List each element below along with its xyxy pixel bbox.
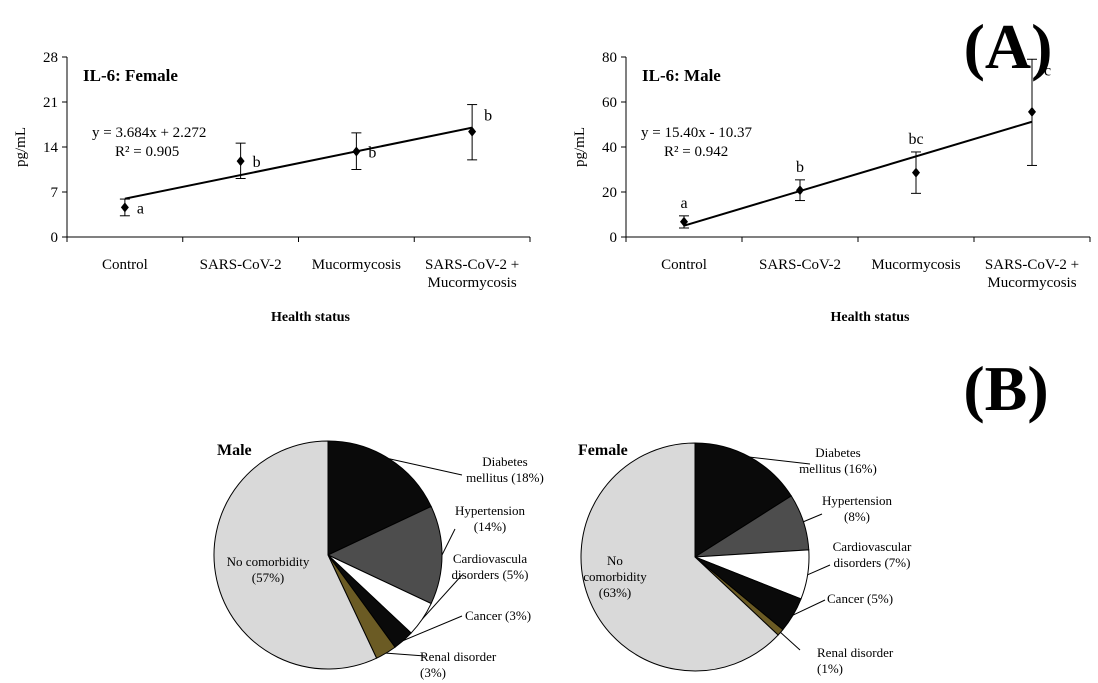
pie-label: No comorbidity (63%) (583, 553, 647, 600)
chart-title: IL-6: Male (642, 66, 721, 85)
y-tick-label: 7 (51, 185, 59, 201)
trendline-equation: y = 15.40x - 10.37 (641, 125, 752, 141)
pie-label: Diabetes mellitus (16%) (799, 445, 877, 476)
panel-label-a: (A) (964, 11, 1053, 82)
x-tick-label: SARS-CoV-2 (759, 257, 841, 273)
y-tick-label: 0 (51, 230, 59, 246)
chart-il6-female: 0 7 14 21 28 Control SARS-CoV-2 Mucormycosis SAR… (13, 50, 531, 325)
x-tick-label: SARS-CoV-2 (200, 257, 282, 273)
x-tick-label: Mucormycosis (312, 257, 401, 273)
leader-line (388, 458, 463, 476)
significance-letter: b (484, 108, 492, 125)
pie-title: Male (217, 442, 252, 459)
y-tick-label: 20 (602, 185, 617, 201)
x-tick-label: Control (661, 257, 707, 273)
pie-slice (326, 505, 443, 605)
pie-label: No comorbidity (57%) (227, 554, 310, 585)
trendline (683, 120, 1033, 227)
leader-line (803, 513, 823, 523)
pie-slice (213, 440, 378, 670)
y-tick-label: 14 (43, 140, 59, 156)
y-axis-label: pg/mL (572, 127, 588, 167)
pie-slice (694, 442, 792, 558)
pie-label: Renal disorder (1%) (817, 645, 894, 676)
pie-female: Diabetes mellitus (16%) Hypertension (8%) Ca… (578, 442, 912, 676)
significance-letter: c (1044, 62, 1051, 79)
y-tick-label: 28 (43, 50, 58, 66)
x-axis-label: Health status (831, 310, 911, 325)
leader-line (792, 599, 826, 616)
data-point (796, 185, 804, 196)
chart-il6-male: 0 20 40 60 80 Control SARS-CoV-2 Mucormycosis SA… (572, 50, 1091, 325)
leader-line (385, 652, 426, 657)
significance-letter: b (796, 159, 804, 176)
pie-male: Diabetes mellitus (18%) Hypertension (14%) C… (213, 440, 544, 680)
pie-slice (327, 440, 432, 556)
x-tick-label: Mucormycosis (871, 257, 960, 273)
leader-line (421, 574, 463, 620)
pie-label: Cancer (3%) (465, 608, 531, 623)
pie-label: Hypertension (14%) (455, 503, 526, 534)
y-tick-label: 21 (43, 95, 58, 111)
chart-title: IL-6: Female (83, 66, 178, 85)
leader-line (780, 632, 801, 651)
pie-label: Cardiovascula disorders (5%) (452, 551, 529, 582)
significance-letter: b (253, 154, 261, 171)
significance-letter: bc (908, 131, 923, 148)
pie-slice (580, 442, 779, 672)
leader-line (403, 615, 463, 641)
data-point (1028, 106, 1036, 117)
x-tick-label: SARS-CoV-2 + Mucormycosis (425, 257, 519, 291)
pie-title: Female (578, 442, 628, 459)
data-point (912, 167, 920, 178)
data-point (120, 202, 129, 213)
r-squared: R² = 0.942 (664, 144, 728, 160)
panel-label-b: (B) (963, 353, 1048, 424)
pie-label: Diabetes mellitus (18%) (466, 454, 544, 485)
x-tick-label: SARS-CoV-2 + Mucormycosis (985, 257, 1079, 291)
r-squared: R² = 0.905 (115, 144, 179, 160)
significance-letter: a (680, 195, 687, 212)
data-point (236, 156, 245, 167)
data-point (468, 126, 477, 137)
pie-label: Cardiovascular disorders (7%) (833, 539, 912, 570)
data-point (352, 146, 361, 157)
y-tick-label: 80 (602, 50, 617, 66)
pie-label: Hypertension (8%) (822, 493, 893, 524)
y-tick-label: 60 (602, 95, 617, 111)
leader-line (441, 528, 456, 556)
leader-line (807, 564, 831, 576)
y-tick-label: 0 (610, 230, 618, 246)
significance-letter: b (368, 145, 376, 162)
significance-letter: a (137, 200, 144, 217)
y-tick-label: 40 (602, 140, 617, 156)
trendline (124, 126, 473, 200)
trendline-equation: y = 3.684x + 2.272 (92, 125, 206, 141)
data-point (680, 216, 688, 227)
x-tick-label: Control (102, 257, 148, 273)
pie-label: Renal disorder (3%) (420, 649, 497, 680)
x-axis-label: Health status (271, 310, 351, 325)
pie-label: Cancer (5%) (827, 591, 893, 606)
y-axis-label: pg/mL (13, 127, 29, 167)
leader-line (749, 456, 811, 465)
